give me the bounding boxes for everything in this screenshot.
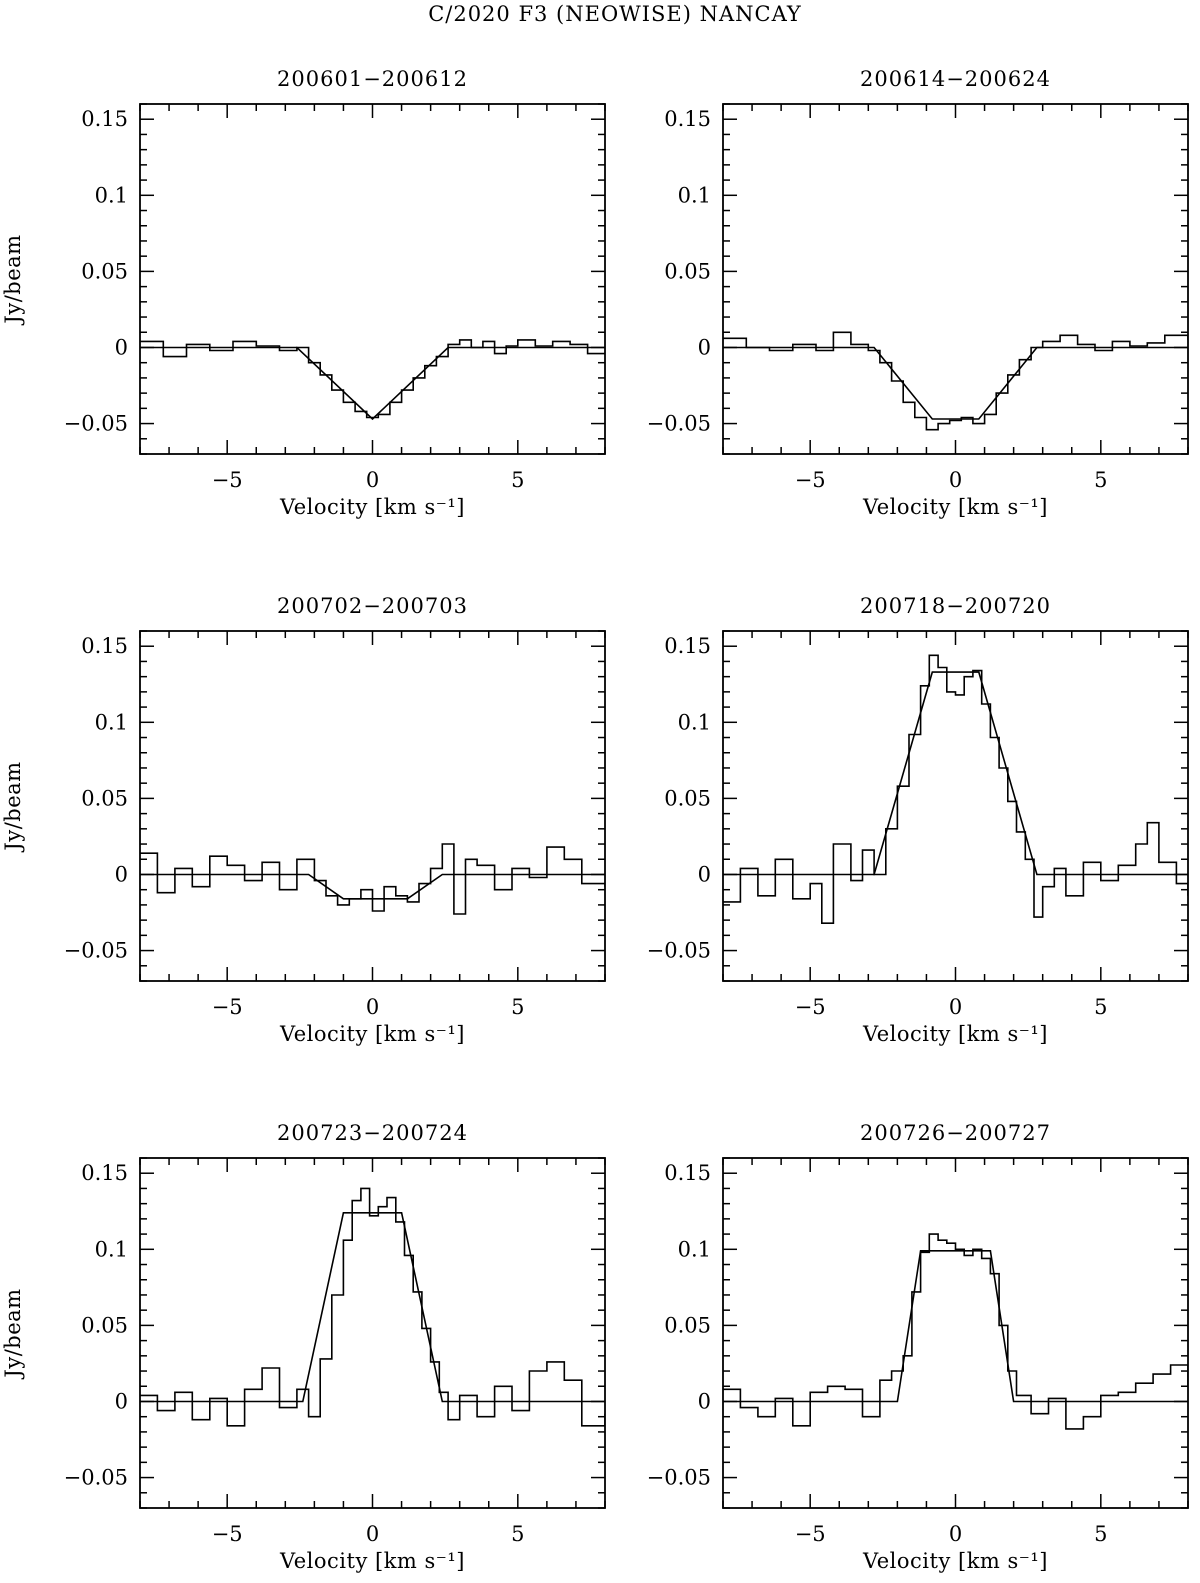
panel-title: 200726−200727 <box>860 1121 1051 1145</box>
y-tick-label: 0.05 <box>81 259 128 283</box>
spectrum-line <box>723 1233 1188 1430</box>
x-tick-label: −5 <box>212 995 243 1019</box>
spectrum-panel: 200614−200624 −5 0 5 −0.05 0 0.05 0.1 0.15 Veloci… <box>647 67 1189 519</box>
x-tick-label: 0 <box>949 468 962 492</box>
y-tick-label: 0.1 <box>95 1237 128 1261</box>
y-tick-label: 0 <box>698 335 711 359</box>
y-tick-label: 0.15 <box>664 107 711 131</box>
x-tick-label: 5 <box>511 468 524 492</box>
spectrum-line <box>140 843 605 915</box>
y-tick-label: 0 <box>698 1389 711 1413</box>
y-tick-label: 0 <box>698 862 711 886</box>
panel-title: 200601−200612 <box>277 67 468 91</box>
spectrum-panel: 200718−200720 −5 0 5 −0.05 0 0.05 0.1 0.15 Veloci… <box>647 594 1189 1046</box>
y-tick-label: 0.15 <box>664 1161 711 1185</box>
x-tick-label: −5 <box>795 995 826 1019</box>
y-tick-label: 0.1 <box>678 183 711 207</box>
x-tick-label: 0 <box>366 1522 379 1546</box>
y-tick-label: −0.05 <box>64 1466 128 1490</box>
y-tick-label: 0.05 <box>664 259 711 283</box>
x-axis-label: Velocity [km s⁻¹] <box>862 495 1048 519</box>
panel-title: 200702−200703 <box>277 594 468 618</box>
plot-frame <box>722 630 1189 982</box>
x-tick-label: 5 <box>511 995 524 1019</box>
y-tick-label: −0.05 <box>647 412 711 436</box>
y-tick-label: 0.1 <box>678 1237 711 1261</box>
y-axis-label: Jy/beam <box>1 761 25 852</box>
y-tick-label: −0.05 <box>64 939 128 963</box>
y-tick-label: 0.05 <box>664 786 711 810</box>
spectrum-panel: 200726−200727 −5 0 5 −0.05 0 0.05 0.1 0.15 Veloci… <box>647 1121 1189 1573</box>
x-axis-label: Velocity [km s⁻¹] <box>279 495 465 519</box>
plot-frame <box>139 1157 606 1509</box>
y-axis-label: Jy/beam <box>1 234 25 325</box>
y-tick-label: 0 <box>115 335 128 359</box>
x-tick-label: 0 <box>366 468 379 492</box>
x-tick-label: 5 <box>511 1522 524 1546</box>
y-tick-label: 0.15 <box>664 634 711 658</box>
x-axis-label: Velocity [km s⁻¹] <box>862 1549 1048 1573</box>
spectrum-line <box>140 1187 605 1427</box>
x-axis-label: Velocity [km s⁻¹] <box>279 1549 465 1573</box>
panel-title: 200723−200724 <box>277 1121 468 1145</box>
spectrum-panel: 200702−200703 −5 0 5 −0.05 0 0.05 0.1 0.15 Veloci… <box>1 594 606 1046</box>
x-tick-label: 5 <box>1094 468 1107 492</box>
x-tick-label: −5 <box>212 468 243 492</box>
spectrum-line <box>723 654 1188 924</box>
y-tick-label: 0.15 <box>81 634 128 658</box>
plot-frame <box>722 1157 1189 1509</box>
panels: 200601−200612−5 0 5−0.0500.050.10.15Veloci… <box>1 67 1189 1573</box>
plot-frame <box>139 103 606 455</box>
model-fit-line <box>140 346 605 421</box>
x-tick-label: 0 <box>949 1522 962 1546</box>
x-tick-label: 5 <box>1094 995 1107 1019</box>
x-tick-label: 5 <box>1094 1522 1107 1546</box>
x-tick-label: 0 <box>366 995 379 1019</box>
model-fit-line <box>140 1212 605 1403</box>
y-tick-label: 0.05 <box>81 786 128 810</box>
model-fit-line <box>723 1250 1188 1403</box>
spectrum-line <box>723 331 1188 431</box>
y-tick-label: 0.05 <box>664 1313 711 1337</box>
model-fit-line <box>723 671 1188 876</box>
y-tick-label: 0.05 <box>81 1313 128 1337</box>
y-axis-label: Jy/beam <box>1 1288 25 1379</box>
x-tick-label: 0 <box>949 995 962 1019</box>
model-fit-line <box>140 873 605 900</box>
y-tick-label: 0.15 <box>81 107 128 131</box>
y-tick-label: 0.1 <box>95 183 128 207</box>
y-tick-label: 0 <box>115 862 128 886</box>
spectrum-line <box>140 339 605 419</box>
model-fit-line <box>723 346 1188 420</box>
plot-frame <box>139 630 606 982</box>
spectrum-panel: 200601−200612 −5 0 5 −0.05 0 0.05 0.1 0.15 Veloci… <box>1 67 606 519</box>
spectrum-panel: 200723−200724 −5 0 5 −0.05 0 0.05 0.1 0.15 Veloci… <box>1 1121 606 1573</box>
y-tick-label: −0.05 <box>647 939 711 963</box>
panel-title: 200718−200720 <box>860 594 1051 618</box>
panel-title: 200614−200624 <box>860 67 1051 91</box>
y-tick-label: −0.05 <box>647 1466 711 1490</box>
x-tick-label: −5 <box>795 468 826 492</box>
y-tick-label: 0.15 <box>81 1161 128 1185</box>
plot-frame <box>722 103 1189 455</box>
y-tick-label: 0.1 <box>678 710 711 734</box>
y-tick-label: 0 <box>115 1389 128 1413</box>
figure-title: C/2020 F3 (NEOWISE) NANCAY <box>428 2 802 26</box>
x-tick-label: −5 <box>795 1522 826 1546</box>
y-tick-label: 0.1 <box>95 710 128 734</box>
x-axis-label: Velocity [km s⁻¹] <box>279 1022 465 1046</box>
x-tick-label: −5 <box>212 1522 243 1546</box>
y-tick-label: −0.05 <box>64 412 128 436</box>
x-axis-label: Velocity [km s⁻¹] <box>862 1022 1048 1046</box>
